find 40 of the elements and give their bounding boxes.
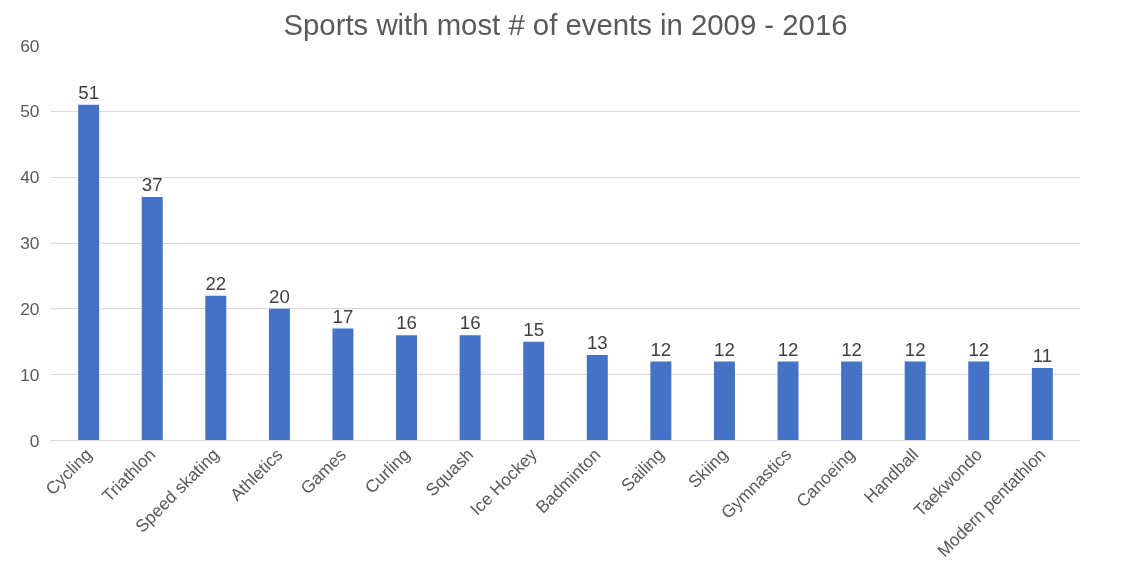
data-label: 12	[714, 338, 735, 360]
bar	[841, 361, 863, 441]
bar	[141, 196, 163, 441]
bar	[459, 335, 481, 441]
bar	[586, 354, 608, 441]
bar	[268, 308, 290, 441]
y-tick-label: 50	[20, 101, 40, 122]
data-label: 15	[523, 318, 545, 340]
data-label: 12	[650, 338, 672, 360]
y-tick-label: 60	[20, 35, 40, 56]
data-label: 16	[396, 312, 417, 334]
data-label: 16	[459, 312, 481, 334]
bar	[332, 328, 354, 441]
data-label: 22	[205, 272, 227, 294]
data-label: 12	[777, 338, 799, 360]
data-label: 12	[968, 338, 990, 360]
y-tick-label: 0	[29, 430, 40, 451]
bar	[205, 295, 227, 441]
chart-title: Sports with most # of events in 2009 - 2016	[283, 7, 848, 41]
data-label: 12	[841, 338, 862, 360]
data-label: 11	[1032, 345, 1053, 367]
data-label: 20	[269, 285, 290, 307]
bar	[650, 361, 672, 441]
data-label: 51	[78, 81, 100, 103]
y-tick-label: 10	[20, 364, 40, 385]
bar	[78, 104, 100, 441]
bar	[777, 361, 799, 441]
bar	[523, 341, 545, 441]
bar	[1031, 368, 1053, 441]
bar	[713, 361, 735, 441]
y-tick-label: 40	[20, 167, 40, 188]
bar	[396, 335, 418, 441]
data-label: 13	[586, 331, 608, 353]
data-label: 17	[332, 305, 354, 327]
y-tick-label: 20	[20, 298, 40, 319]
bar	[904, 361, 926, 441]
data-label: 12	[904, 338, 926, 360]
y-tick-label: 30	[20, 233, 40, 253]
bar	[968, 361, 990, 441]
data-label: 37	[141, 173, 163, 195]
